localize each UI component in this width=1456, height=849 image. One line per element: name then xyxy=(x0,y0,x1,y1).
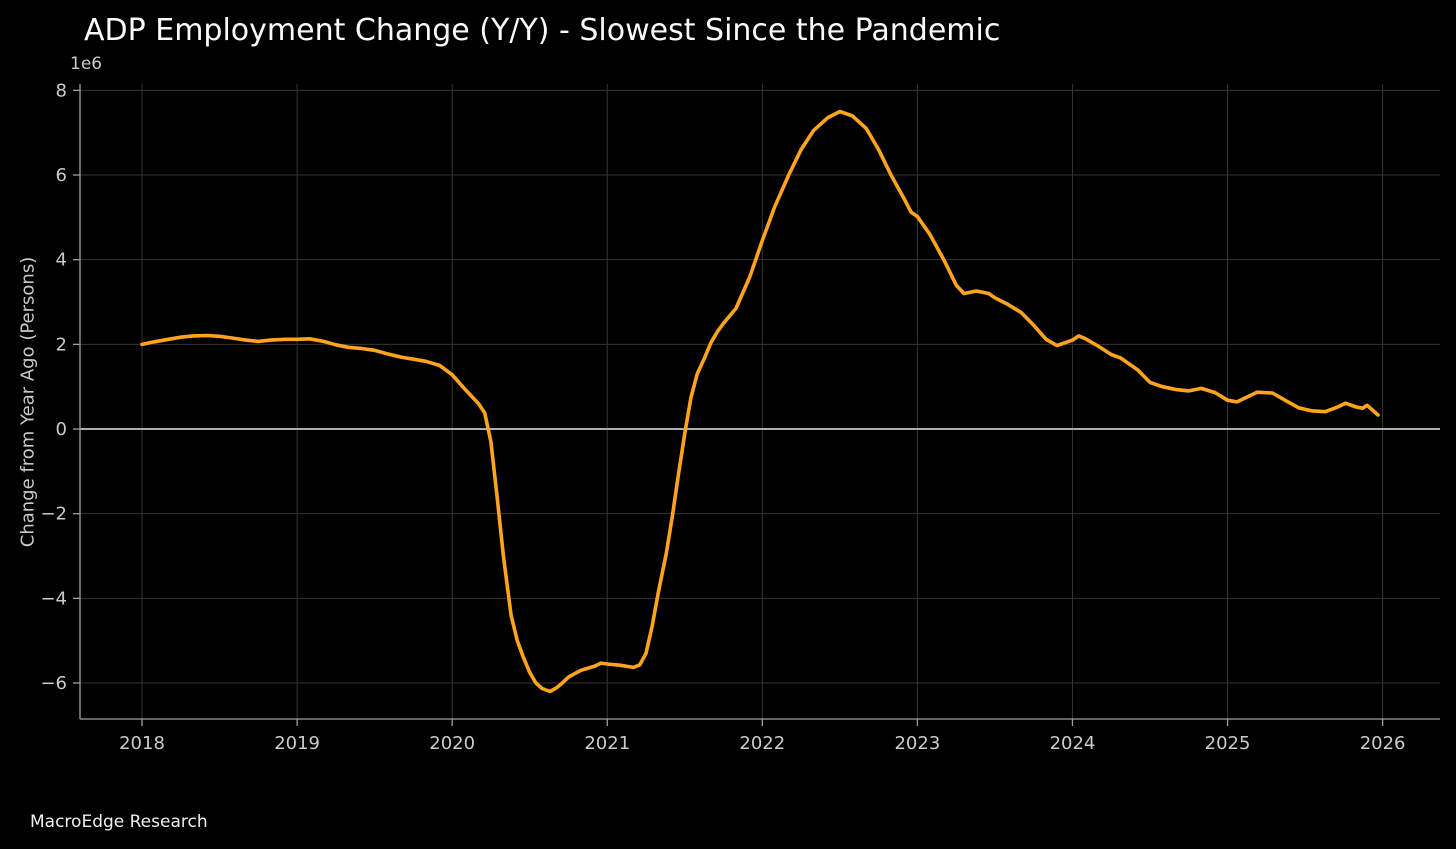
y-tick-label: 2 xyxy=(56,334,67,355)
x-tick-label: 2019 xyxy=(274,733,320,754)
y-tick-label: −6 xyxy=(40,673,67,694)
x-tick-label: 2022 xyxy=(739,733,785,754)
y-tick-label: 8 xyxy=(56,80,67,101)
data-line xyxy=(140,109,1380,694)
y-tick-label: −4 xyxy=(40,588,67,609)
x-tick-label: 2024 xyxy=(1050,733,1096,754)
source-label: MacroEdge Research xyxy=(30,812,208,832)
y-tick-label: −2 xyxy=(40,504,67,525)
x-tick-label: 2021 xyxy=(584,733,630,754)
y-tick-label: 0 xyxy=(56,419,67,440)
y-tick-label: 4 xyxy=(56,250,67,271)
y-tick-label: 6 xyxy=(56,165,67,186)
x-tick-label: 2026 xyxy=(1360,733,1406,754)
x-tick-label: 2025 xyxy=(1205,733,1251,754)
x-tick-label: 2023 xyxy=(894,733,940,754)
chart-title: ADP Employment Change (Y/Y) - Slowest Si… xyxy=(84,13,1001,48)
x-tick-label: 2018 xyxy=(119,733,165,754)
x-tick-label: 2020 xyxy=(429,733,475,754)
y-axis-offset-label: 1e6 xyxy=(70,54,103,74)
